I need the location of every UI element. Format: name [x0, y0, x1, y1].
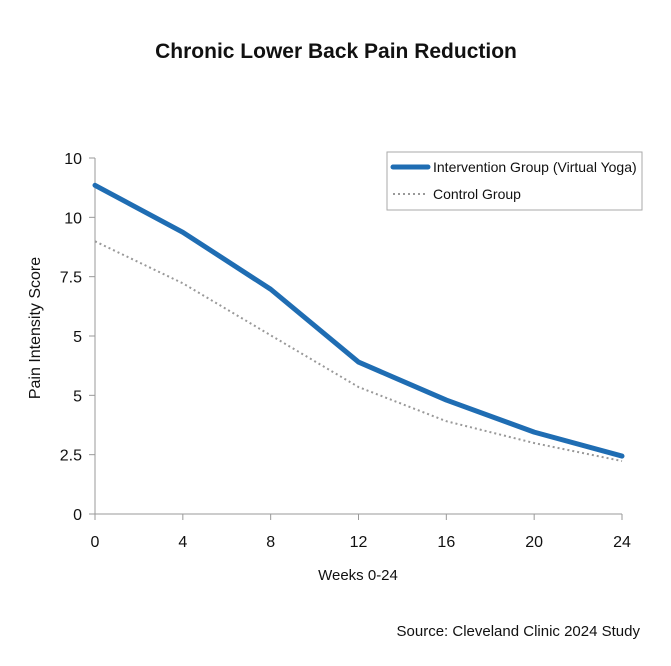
x-tick-label: 24	[613, 534, 631, 551]
y-axis-label: Pain Intensity Score	[27, 257, 44, 399]
y-tick-label: 10	[64, 210, 82, 227]
chart-title: Chronic Lower Back Pain Reduction	[155, 40, 517, 63]
series-line-control	[95, 241, 622, 461]
x-tick-label: 16	[437, 534, 455, 551]
x-tick-label: 20	[525, 534, 543, 551]
series-line-intervention	[95, 185, 622, 456]
y-tick-label: 10	[64, 151, 82, 168]
x-tick-label: 4	[178, 534, 187, 551]
y-tick-label: 5	[73, 329, 82, 346]
y-tick-label: 2.5	[60, 448, 82, 465]
x-tick-label: 12	[350, 534, 368, 551]
x-axis-label: Weeks 0-24	[318, 567, 398, 584]
source-note: Source: Cleveland Clinic 2024 Study	[397, 623, 641, 640]
legend-label-control: Control Group	[433, 186, 521, 202]
x-tick-label: 8	[266, 534, 275, 551]
y-tick-label: 0	[73, 507, 82, 524]
y-tick-label: 5	[73, 388, 82, 405]
x-tick-label: 0	[91, 534, 100, 551]
legend-label-intervention: Intervention Group (Virtual Yoga)	[433, 159, 637, 175]
legend: Intervention Group (Virtual Yoga) Contro…	[387, 152, 642, 210]
y-tick-label: 7.5	[60, 270, 82, 287]
